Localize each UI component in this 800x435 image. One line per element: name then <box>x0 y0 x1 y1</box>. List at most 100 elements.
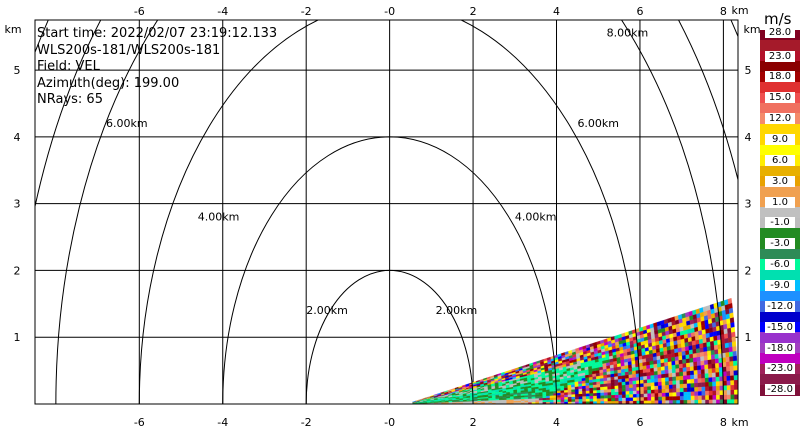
sector-cell <box>593 395 598 399</box>
sector-cell <box>701 399 706 405</box>
sector-cell <box>625 387 630 392</box>
sector-cell <box>669 392 674 397</box>
sector-cell <box>574 391 579 395</box>
sector-cell <box>686 383 691 388</box>
sector-cell <box>614 379 619 383</box>
sector-cell <box>675 359 680 365</box>
sector-cell <box>729 355 734 362</box>
sector-cell <box>707 354 712 361</box>
sector-cell <box>578 398 583 402</box>
sector-cell <box>675 367 680 373</box>
sector-cell <box>669 399 674 405</box>
sector-cell <box>531 400 536 403</box>
x-tick-label-top: 6 <box>636 5 643 18</box>
sector-cell <box>701 373 706 379</box>
colorbar-label: 28.0 <box>765 26 795 38</box>
sector-cell <box>625 377 630 382</box>
colorbar-segment <box>760 207 800 219</box>
sector-cell <box>678 355 683 361</box>
sector-cell <box>690 374 695 380</box>
sector-cell <box>664 361 669 367</box>
sector-cell <box>682 362 687 368</box>
sector-cell <box>632 373 637 378</box>
sector-cell <box>731 336 736 343</box>
sector-cell <box>672 376 677 381</box>
sector-cell <box>520 400 525 403</box>
sector-cell <box>726 365 731 372</box>
sector-cell <box>646 375 651 380</box>
sector-cell <box>654 381 659 387</box>
sector-cell <box>650 378 655 383</box>
info-panel: Start time: 2022/02/07 23:19:12.133 WLS2… <box>37 26 277 109</box>
sector-cell <box>679 383 684 389</box>
sector-cell <box>712 376 717 382</box>
ring-label: 8.00km <box>607 27 649 40</box>
sector-cell <box>679 375 684 381</box>
sector-cell <box>571 391 576 395</box>
sector-cell <box>699 347 704 353</box>
sector-cell <box>592 384 597 388</box>
sector-cell <box>660 366 665 371</box>
sector-cell <box>622 397 627 401</box>
x-tick-label-bottom: 6 <box>636 416 643 429</box>
sector-cell <box>557 399 561 402</box>
sector-cell <box>582 388 587 392</box>
sector-cell <box>697 369 702 375</box>
sector-cell <box>654 378 659 383</box>
sector-cell <box>707 363 713 369</box>
sector-cell <box>687 399 692 405</box>
sector-cell <box>678 363 683 369</box>
sector-cell <box>546 399 551 403</box>
sector-cell <box>604 397 608 402</box>
sector-cell <box>715 371 720 378</box>
sector-cell <box>726 384 731 391</box>
sector-cell <box>650 371 655 376</box>
sector-cell <box>682 371 687 376</box>
sector-cell <box>668 364 673 370</box>
sector-cell <box>690 387 695 392</box>
sector-cell <box>643 400 648 405</box>
sector-cell <box>596 383 601 388</box>
colorbar-label: -9.0 <box>765 280 795 291</box>
sector-cell <box>686 362 691 368</box>
sector-cell <box>625 390 630 395</box>
sector-cell <box>661 392 666 397</box>
sector-cell <box>699 351 705 357</box>
sector-cell <box>726 370 731 377</box>
sector-cell <box>727 336 733 343</box>
sector-cell <box>675 363 680 369</box>
sector-cell <box>712 390 717 396</box>
sector-cell <box>714 348 719 355</box>
colorbar-segment <box>760 144 800 156</box>
sector-cell <box>650 382 655 387</box>
sector-cell <box>701 382 706 387</box>
sector-cell <box>708 390 713 396</box>
sector-cell <box>734 399 739 405</box>
sector-cell <box>664 376 670 382</box>
sector-cell <box>714 353 719 359</box>
sector-cell <box>628 377 633 382</box>
range-ring <box>222 136 558 404</box>
sector-cell <box>679 371 684 377</box>
sector-cell <box>647 393 652 398</box>
sector-cell <box>614 397 619 402</box>
sector-cell <box>704 381 710 387</box>
sector-cell <box>589 392 594 397</box>
sector-cell <box>687 395 692 401</box>
y-tick-label-right: 3 <box>745 198 752 211</box>
sector-cell <box>610 379 615 384</box>
sector-cell <box>607 385 612 390</box>
ring-label: 6.00km <box>577 117 619 130</box>
sector-cell <box>732 350 737 357</box>
sector-cell <box>681 312 686 319</box>
sector-cell <box>600 383 605 388</box>
x-tick-label-bottom: 8 <box>720 416 727 429</box>
sector-cell <box>596 395 601 399</box>
sector-cell <box>690 399 695 405</box>
sector-cell <box>726 380 731 386</box>
sector-cell <box>643 386 648 391</box>
sector-cell <box>715 362 720 368</box>
sector-cell <box>715 380 720 387</box>
sector-cell <box>706 345 712 352</box>
sector-cell <box>705 399 710 405</box>
